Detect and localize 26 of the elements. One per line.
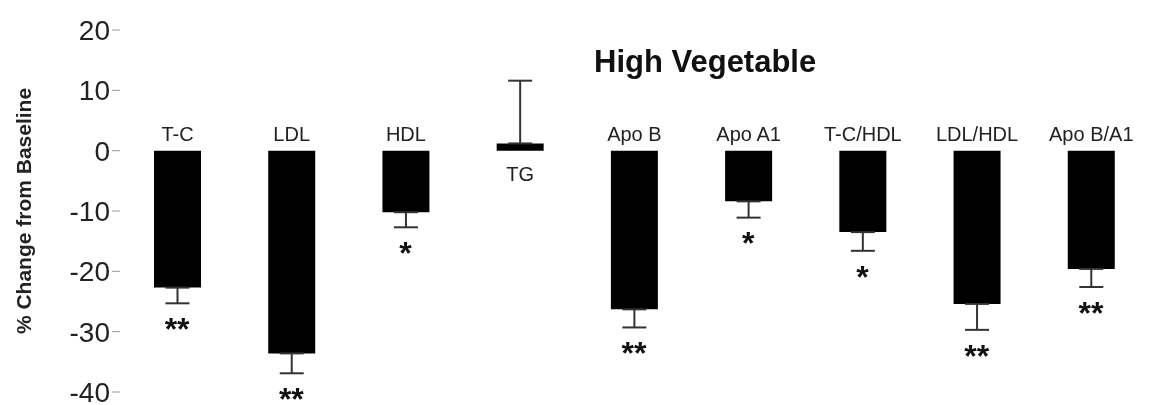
y-tick-label: -40 — [69, 376, 110, 405]
x-tick-label: TG — [506, 162, 535, 185]
annotation: * — [742, 225, 755, 262]
x-tick-label: Apo A1 — [716, 122, 781, 145]
annotation: * — [856, 258, 870, 295]
y-tick-label: -20 — [69, 256, 110, 288]
annotation: ** — [164, 311, 191, 348]
annotation: * — [399, 235, 413, 272]
x-tick-label: HDL — [385, 122, 426, 145]
text: High Vegetable — [594, 44, 817, 80]
x-tick-label: T-C — [161, 122, 194, 145]
annotation: ** — [964, 337, 990, 374]
y-tick-label: -30 — [69, 316, 110, 348]
x-tick-label: LDL — [273, 122, 311, 145]
annotation: ** — [621, 335, 647, 372]
x-tick-label: T-C/HDL — [823, 122, 902, 145]
x-tick-label: Apo B — [607, 122, 662, 145]
x-tick-label: LDL/HDL — [935, 122, 1019, 145]
annotation: ** — [278, 381, 305, 405]
y-tick-label: -10 — [69, 195, 110, 227]
x-tick-label: Apo B/A1 — [1049, 122, 1134, 145]
y-tick-label: 0 — [94, 135, 110, 167]
y-tick-label: 10 — [78, 75, 110, 107]
y-tick-label: 20 — [78, 14, 110, 46]
y-axis-title: % Change from Baseline — [12, 87, 36, 335]
annotation: ** — [1078, 294, 1104, 331]
